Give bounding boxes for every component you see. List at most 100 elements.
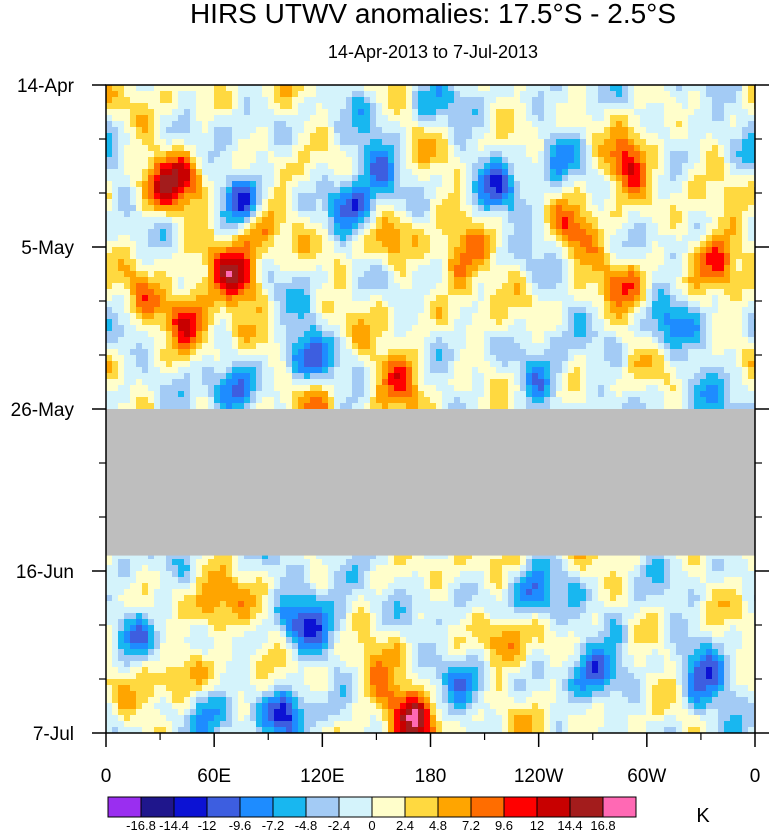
field-cell bbox=[232, 193, 239, 200]
field-cell bbox=[640, 133, 647, 140]
field-cell bbox=[124, 337, 131, 344]
field-cell bbox=[328, 313, 335, 320]
field-cell bbox=[592, 145, 599, 152]
field-cell bbox=[430, 271, 437, 278]
field-cell bbox=[640, 307, 647, 314]
field-cell bbox=[142, 355, 149, 362]
field-cell bbox=[556, 355, 563, 362]
field-cell bbox=[196, 175, 203, 182]
field-cell bbox=[466, 115, 473, 122]
field-cell bbox=[142, 253, 149, 260]
field-cell bbox=[490, 133, 497, 140]
field-cell bbox=[322, 343, 329, 350]
field-cell bbox=[184, 217, 191, 224]
field-cell bbox=[226, 187, 233, 194]
field-cell bbox=[166, 253, 173, 260]
field-cell bbox=[226, 205, 233, 212]
field-cell bbox=[238, 307, 245, 314]
field-cell bbox=[604, 181, 611, 188]
field-cell bbox=[412, 145, 419, 152]
field-cell bbox=[532, 181, 539, 188]
field-cell bbox=[364, 217, 371, 224]
field-cell bbox=[664, 331, 671, 338]
field-cell bbox=[226, 199, 233, 206]
field-cell bbox=[478, 319, 485, 326]
field-cell bbox=[520, 121, 527, 128]
field-cell bbox=[268, 265, 275, 272]
field-cell bbox=[352, 127, 359, 134]
field-cell bbox=[160, 229, 167, 236]
field-cell bbox=[742, 265, 749, 272]
field-cell bbox=[172, 217, 179, 224]
field-cell bbox=[148, 253, 155, 260]
field-cell bbox=[496, 247, 503, 254]
field-cell bbox=[412, 97, 419, 104]
field-cell bbox=[238, 229, 245, 236]
field-cell bbox=[586, 319, 593, 326]
field-cell bbox=[112, 289, 119, 296]
field-cell bbox=[166, 223, 173, 230]
field-cell bbox=[712, 169, 719, 176]
field-cell bbox=[232, 211, 239, 218]
field-cell bbox=[226, 223, 233, 230]
field-cell bbox=[268, 271, 275, 278]
field-cell bbox=[430, 319, 437, 326]
field-cell bbox=[256, 121, 263, 128]
field-cell bbox=[604, 343, 611, 350]
field-cell bbox=[298, 211, 305, 218]
field-cell bbox=[514, 337, 521, 344]
field-cell bbox=[676, 349, 683, 356]
field-cell bbox=[442, 235, 449, 242]
field-cell bbox=[262, 283, 269, 290]
field-cell bbox=[394, 295, 401, 302]
field-cell bbox=[520, 229, 527, 236]
field-cell bbox=[520, 169, 527, 176]
field-cell bbox=[658, 115, 665, 122]
field-cell bbox=[496, 133, 503, 140]
field-cell bbox=[676, 187, 683, 194]
field-cell bbox=[670, 223, 677, 230]
field-cell bbox=[484, 271, 491, 278]
field-cell bbox=[628, 145, 635, 152]
field-cell bbox=[412, 193, 419, 200]
field-cell bbox=[598, 229, 605, 236]
field-cell bbox=[196, 241, 203, 248]
field-cell bbox=[124, 325, 131, 332]
field-cell bbox=[382, 145, 389, 152]
field-cell bbox=[304, 193, 311, 200]
field-cell bbox=[454, 235, 461, 242]
field-cell bbox=[712, 235, 719, 242]
field-cell bbox=[652, 115, 659, 122]
field-cell bbox=[706, 277, 713, 284]
field-cell bbox=[328, 349, 335, 356]
field-cell bbox=[376, 187, 383, 194]
field-cell bbox=[616, 223, 623, 230]
field-cell bbox=[148, 91, 155, 98]
field-cell bbox=[370, 157, 377, 164]
field-cell bbox=[490, 349, 497, 356]
field-cell bbox=[568, 91, 575, 98]
field-cell bbox=[322, 85, 329, 92]
field-cell bbox=[262, 241, 269, 248]
field-cell bbox=[700, 145, 707, 152]
field-cell bbox=[340, 157, 347, 164]
field-cell bbox=[352, 175, 359, 182]
field-cell bbox=[346, 121, 353, 128]
field-cell bbox=[364, 205, 371, 212]
field-cell bbox=[202, 109, 209, 116]
field-cell bbox=[610, 295, 617, 302]
field-cell bbox=[736, 349, 743, 356]
field-cell bbox=[400, 175, 407, 182]
field-cell bbox=[280, 157, 287, 164]
field-cell bbox=[406, 193, 413, 200]
field-cell bbox=[370, 115, 377, 122]
field-cell bbox=[286, 91, 293, 98]
field-cell bbox=[328, 253, 335, 260]
field-cell bbox=[736, 115, 743, 122]
field-cell bbox=[292, 343, 299, 350]
field-cell bbox=[640, 121, 647, 128]
field-cell bbox=[520, 127, 527, 134]
field-cell bbox=[574, 319, 581, 326]
field-cell bbox=[142, 235, 149, 242]
field-cell bbox=[646, 169, 653, 176]
